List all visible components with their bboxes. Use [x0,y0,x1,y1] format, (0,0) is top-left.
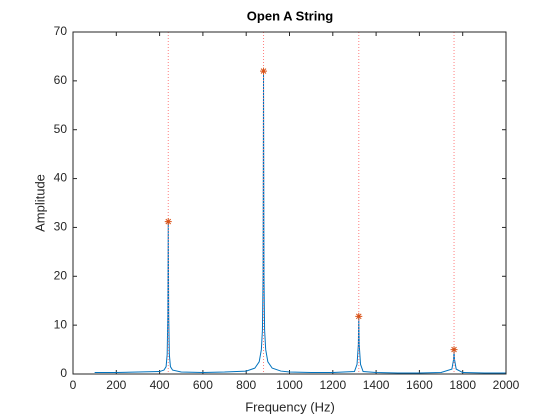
y-tick-label: 0 [60,366,67,380]
y-tick-label: 60 [54,73,68,87]
x-tick-label: 600 [193,378,213,392]
peak-marker [260,67,268,75]
spectrum-line [94,71,506,374]
x-tick-label: 1000 [276,378,303,392]
y-axis-label: Amplitude [32,174,47,232]
x-tick-label: 800 [236,378,256,392]
peak-marker [355,312,363,320]
peak-marker [450,346,458,354]
x-tick-label: 400 [150,378,170,392]
x-tick-label: 1400 [363,378,390,392]
x-axis-label: Frequency (Hz) [245,399,335,414]
chart-title: Open A String [247,8,333,23]
x-tick-label: 1200 [319,378,346,392]
peak-marker [164,218,172,226]
x-tick-label: 1600 [406,378,433,392]
axes-box [72,31,507,375]
x-tick-label: 200 [106,378,126,392]
y-tick-label: 10 [54,317,68,331]
y-tick-label: 50 [54,122,68,136]
x-tick-label: 1800 [449,378,476,392]
plot-area [73,32,506,374]
y-tick-label: 40 [54,171,68,185]
x-tick-label: 2000 [493,378,520,392]
y-tick-label: 70 [54,24,68,38]
y-tick-label: 30 [54,220,68,234]
x-tick-label: 0 [70,378,77,392]
y-tick-label: 20 [54,268,68,282]
